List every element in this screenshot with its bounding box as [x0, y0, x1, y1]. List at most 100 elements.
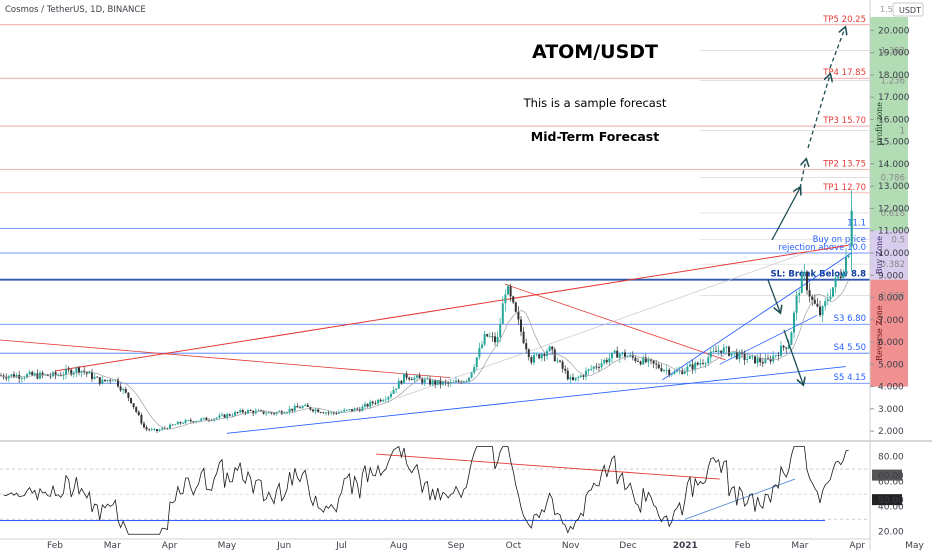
- candle-body: [7, 376, 10, 379]
- candle-body: [353, 408, 356, 412]
- candle-body: [171, 424, 174, 426]
- candle-body: [543, 354, 546, 356]
- trend-line: [0, 339, 451, 379]
- candle-body: [174, 424, 177, 426]
- x-tick-label: Apr: [849, 541, 865, 550]
- candle-body: [192, 421, 195, 423]
- candle-body: [735, 352, 738, 359]
- candle-body: [686, 366, 689, 372]
- candle-body: [384, 399, 387, 401]
- candle-body: [488, 336, 491, 338]
- candle-body: [499, 323, 502, 338]
- y-tick-label: 18.000: [878, 71, 910, 81]
- candle-body: [811, 296, 814, 300]
- candle-body: [790, 332, 793, 346]
- candle-body: [195, 421, 197, 423]
- x-tick-label: Mar: [104, 541, 121, 550]
- candle-body: [631, 354, 634, 358]
- rsi-value-badge: [872, 494, 902, 506]
- candle-body: [371, 401, 374, 404]
- candle-body: [231, 415, 234, 417]
- candle-body: [351, 409, 353, 412]
- candle-body: [816, 303, 819, 307]
- candle-body: [431, 380, 434, 385]
- candle-body: [150, 429, 153, 431]
- candle-body: [512, 296, 515, 303]
- candle-body: [595, 366, 598, 368]
- candle-body: [696, 362, 699, 365]
- candle-body: [345, 409, 348, 411]
- zone-label: Reverse Zone: [875, 305, 884, 361]
- candle-body: [748, 355, 751, 359]
- candle-body: [465, 380, 468, 382]
- candle-body: [553, 349, 556, 362]
- candle-body: [278, 411, 281, 413]
- candle-body: [798, 293, 801, 296]
- candle-body: [270, 412, 273, 414]
- candle-body: [356, 408, 359, 410]
- candle-body: [832, 287, 834, 297]
- candle-body: [28, 371, 31, 375]
- candle-body: [634, 357, 637, 361]
- fib-label: 1.382: [881, 46, 905, 56]
- candle-body: [665, 369, 668, 371]
- candle-body: [59, 375, 62, 376]
- candle-body: [793, 312, 795, 333]
- currency-badge[interactable]: [892, 2, 924, 17]
- candle-body: [244, 412, 247, 414]
- level-label: TP5 20.25: [822, 15, 866, 25]
- candle-body: [189, 420, 192, 422]
- candle-body: [774, 355, 777, 356]
- candle-body: [335, 413, 338, 414]
- candle-body: [621, 352, 624, 355]
- candle-body: [49, 375, 52, 377]
- candle-body: [62, 374, 65, 376]
- candle-body: [408, 377, 411, 380]
- fib-label: 1: [900, 127, 905, 137]
- candle-body: [691, 364, 694, 370]
- candle-body: [153, 429, 156, 430]
- candle-body: [306, 405, 309, 407]
- candle-body: [135, 407, 138, 412]
- candle-body: [457, 380, 460, 382]
- candle-body: [585, 370, 587, 377]
- candle-body: [756, 358, 759, 364]
- candle-body: [379, 399, 382, 402]
- candle-body: [806, 272, 808, 291]
- candle-body: [98, 377, 101, 384]
- candle-body: [637, 360, 639, 362]
- candle-body: [426, 378, 429, 380]
- candle-body: [522, 331, 525, 344]
- candle-body: [824, 301, 827, 307]
- candle-body: [468, 377, 470, 381]
- candle-body: [582, 375, 585, 377]
- candle-body: [202, 417, 205, 419]
- candle-body: [361, 406, 364, 412]
- level-label: 11.1: [847, 219, 866, 229]
- candle-body: [579, 375, 582, 378]
- candle-body: [829, 296, 832, 300]
- candle-body: [421, 378, 424, 383]
- candle-body: [647, 358, 650, 363]
- candle-body: [834, 277, 837, 288]
- candle-body: [494, 336, 496, 343]
- candle-body: [239, 410, 242, 413]
- candle-body: [223, 414, 226, 418]
- candle-body: [260, 410, 262, 412]
- candle-body: [78, 367, 80, 373]
- candle-body: [782, 345, 785, 348]
- zone-band: [870, 17, 908, 231]
- candle-body: [569, 377, 572, 380]
- candle-body: [65, 369, 67, 375]
- fib-label: 0.618: [881, 209, 905, 219]
- y-tick-label: 7.000: [878, 316, 904, 326]
- candle-body: [520, 319, 522, 332]
- candle-body: [481, 344, 483, 348]
- candle-body: [670, 373, 673, 375]
- candle-body: [197, 420, 200, 422]
- candle-body: [447, 382, 450, 384]
- candle-body: [257, 410, 260, 412]
- candle-body: [296, 405, 299, 408]
